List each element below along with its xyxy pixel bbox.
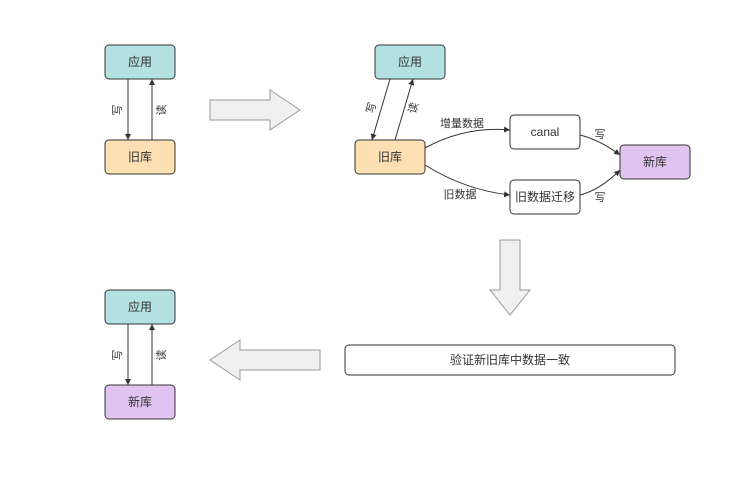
- g2-write-label: 写: [365, 101, 379, 115]
- diagram-canvas: 应用 旧库 写 读 应用 旧库 canal 旧数据迁移 新库 写 读 增量数据 …: [0, 0, 730, 500]
- big-arrow-1: [210, 90, 300, 130]
- g1-olddb-label: 旧库: [128, 149, 152, 164]
- group-1: 应用 旧库 写 读: [105, 45, 175, 174]
- g1-app-label: 应用: [128, 54, 152, 69]
- group-2: 应用 旧库 canal 旧数据迁移 新库 写 读 增量数据 旧数据 写 写: [355, 45, 690, 214]
- g2-mig-write-label: 写: [595, 192, 606, 204]
- g2-app-label: 应用: [398, 54, 422, 69]
- verify-label: 验证新旧库中数据一致: [450, 352, 570, 367]
- g4-read-label: 读: [154, 350, 168, 361]
- group-3: 验证新旧库中数据一致: [345, 345, 675, 375]
- g1-write-label: 写: [112, 105, 124, 116]
- g4-newdb-label: 新库: [128, 394, 152, 409]
- g2-olddb-label: 旧库: [378, 149, 402, 164]
- big-arrow-2: [490, 240, 530, 315]
- g2-incr-arrow: [425, 129, 510, 148]
- g2-newdb-label: 新库: [643, 154, 667, 169]
- g2-oldmig-label: 旧数据迁移: [515, 189, 575, 204]
- g4-app-label: 应用: [128, 299, 152, 314]
- g4-write-label: 写: [112, 350, 124, 361]
- g1-read-label: 读: [154, 105, 168, 116]
- g2-read-label: 读: [405, 101, 421, 115]
- group-4: 应用 新库 写 读: [105, 290, 175, 419]
- g2-canal-label: canal: [531, 125, 560, 139]
- g2-olddata-label: 旧数据: [444, 187, 477, 201]
- g2-incr-label: 增量数据: [440, 116, 484, 130]
- big-arrow-3: [210, 340, 320, 380]
- g2-canal-write-label: 写: [595, 129, 606, 141]
